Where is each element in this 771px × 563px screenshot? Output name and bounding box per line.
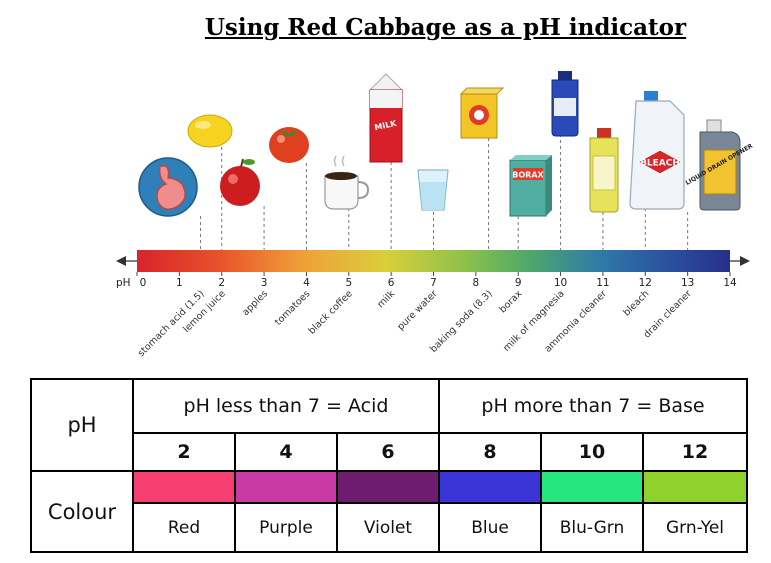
ph-scale-diagram: pH 0 1 2 3 4 5 6 7 8 9 10 11 12 13 14 stomach acid (1.… bbox=[116, 71, 754, 359]
colour-swatch bbox=[540, 470, 644, 504]
colour-name: Violet bbox=[336, 502, 440, 553]
tomato-icon bbox=[269, 127, 309, 163]
magnesia-bottle-icon bbox=[551, 71, 579, 137]
borax-box-icon: BORAX bbox=[509, 155, 552, 217]
indicator-table: pH pH less than 7 = Acid pH more than 7 … bbox=[30, 378, 749, 553]
ph-value: 12 bbox=[641, 432, 749, 472]
colour-name: Grn-Yel bbox=[641, 502, 749, 553]
baking-soda-box-icon bbox=[459, 87, 505, 139]
ph-gradient-bar bbox=[137, 250, 730, 272]
tick-label: 11 bbox=[596, 277, 609, 289]
tick-label: 12 bbox=[639, 277, 652, 289]
item-label: baking soda (8.3) bbox=[428, 288, 495, 355]
ph-value: 10 bbox=[540, 432, 644, 472]
item-label: bleach bbox=[621, 288, 651, 318]
axis-label: pH bbox=[116, 277, 131, 289]
bleach-jug-text: BLEACH bbox=[640, 159, 680, 169]
colour-name: Blu-Grn bbox=[540, 502, 644, 553]
page-title: Using Red Cabbage as a pH indicator bbox=[204, 14, 687, 41]
ph-value: 4 bbox=[234, 432, 338, 472]
left-arrow-icon bbox=[116, 256, 126, 266]
tick-label: 5 bbox=[345, 277, 352, 289]
lemon-icon bbox=[187, 114, 233, 148]
ph-value: 2 bbox=[132, 432, 236, 472]
colour-name: Red bbox=[132, 502, 236, 553]
item-label: tomatoes bbox=[273, 288, 313, 328]
ph-row-label: pH bbox=[30, 378, 134, 472]
colour-name: Blue bbox=[438, 502, 542, 553]
water-glass-icon bbox=[417, 169, 449, 211]
tick-label: 2 bbox=[218, 277, 225, 289]
colour-swatch bbox=[234, 470, 338, 504]
colour-row-label: Colour bbox=[30, 470, 134, 553]
ammonia-bottle-icon bbox=[589, 128, 619, 213]
ph-value: 6 bbox=[336, 432, 440, 472]
milk-carton-icon: MILK bbox=[368, 73, 404, 163]
item-label: borax bbox=[497, 288, 524, 315]
tick-label: 13 bbox=[681, 277, 694, 289]
right-arrow-icon bbox=[740, 256, 750, 266]
tick-label: 4 bbox=[303, 277, 310, 289]
tick-label: 14 bbox=[723, 277, 737, 289]
drain-cleaner-icon: LIQUID DRAIN OPENER bbox=[684, 119, 754, 211]
tick-label: 10 bbox=[554, 277, 567, 289]
ph-value: 8 bbox=[438, 432, 542, 472]
coffee-cup-icon bbox=[324, 155, 370, 210]
stomach-icon bbox=[138, 157, 198, 217]
bleach-jug-icon: BLEACH bbox=[629, 91, 685, 210]
colour-swatch bbox=[641, 470, 749, 504]
colour-name: Purple bbox=[234, 502, 338, 553]
tick-label: 7 bbox=[430, 277, 437, 289]
borax-box-text: BORAX bbox=[512, 171, 544, 180]
colour-swatch bbox=[336, 470, 440, 504]
colour-swatch bbox=[132, 470, 236, 504]
tick-label: 9 bbox=[515, 277, 522, 289]
item-label: black coffee bbox=[306, 288, 355, 337]
tick-label: 8 bbox=[473, 277, 480, 289]
acid-header: pH less than 7 = Acid bbox=[132, 378, 440, 434]
item-label: pure water bbox=[395, 288, 439, 332]
item-label: apples bbox=[240, 288, 270, 318]
base-header: pH more than 7 = Base bbox=[437, 378, 749, 434]
tick-label: 1 bbox=[176, 277, 183, 289]
tick-label: 0 bbox=[140, 277, 147, 289]
apple-icon bbox=[220, 158, 260, 206]
tick-label: 3 bbox=[261, 277, 268, 289]
colour-swatch bbox=[438, 470, 542, 504]
tick-label: 6 bbox=[388, 277, 395, 289]
item-label: milk bbox=[375, 288, 397, 310]
